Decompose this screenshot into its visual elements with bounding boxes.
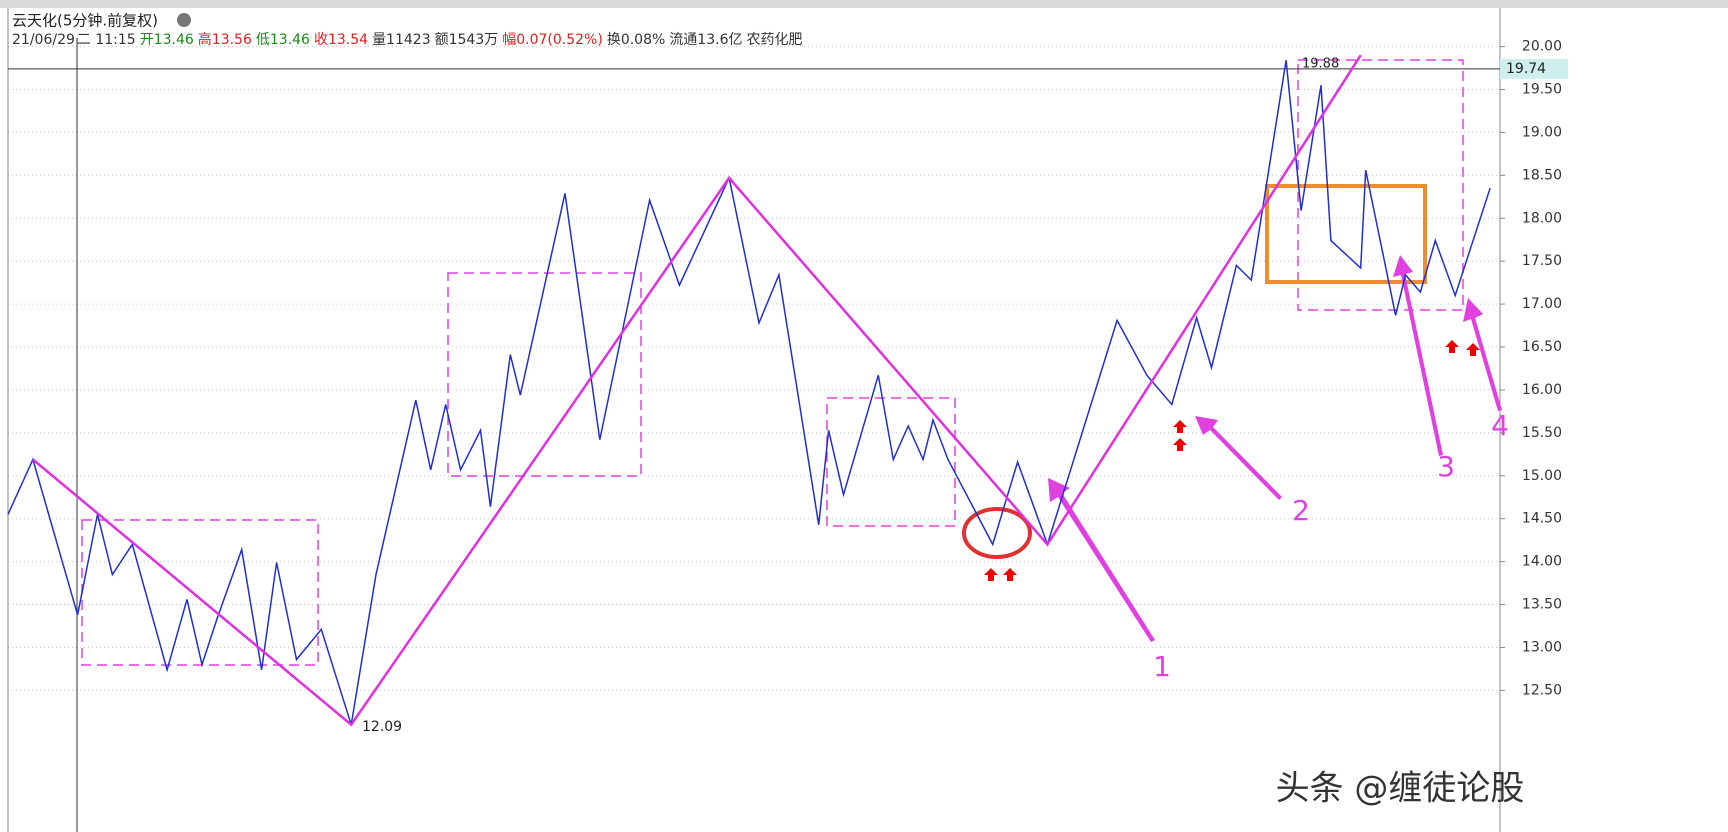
y-tick-label: 16.50 xyxy=(1522,339,1562,355)
y-tick-label: 17.00 xyxy=(1522,296,1562,312)
orange-box xyxy=(1265,184,1427,284)
y-tick-label: 12.50 xyxy=(1522,682,1562,698)
y-tick-label: 20.00 xyxy=(1522,39,1562,55)
annotation: 4 xyxy=(1491,409,1509,442)
info-item: 收13.54 xyxy=(314,32,368,48)
info-item: 农药化肥 xyxy=(746,32,802,48)
menu-icon[interactable] xyxy=(177,13,191,27)
info-item: 换0.08% xyxy=(607,31,665,48)
y-tick-label: 19.00 xyxy=(1522,124,1562,140)
info-item: 高13.56 xyxy=(198,31,252,48)
y-tick-label: 14.00 xyxy=(1522,554,1562,570)
annotation: 3 xyxy=(1437,450,1455,483)
pivot-boxes xyxy=(81,59,1464,666)
pointer-arrows xyxy=(1048,255,1502,642)
high-label: 19.88 xyxy=(1302,57,1339,72)
tab-bar xyxy=(0,0,1728,8)
info-item: 额1543万 xyxy=(435,32,499,48)
y-tick-label: 15.00 xyxy=(1522,468,1562,484)
y-tick-label: 13.00 xyxy=(1522,639,1562,655)
y-tick-label: 17.50 xyxy=(1522,253,1562,269)
annotation: 1 xyxy=(1153,650,1171,683)
info-line: 21/06/29 二 11:15 开13.46 高13.56 低13.46 收13.54 量… xyxy=(12,31,802,48)
title: 云天化(5分钟.前复权) xyxy=(12,12,158,30)
info-item: 量11423 xyxy=(372,32,431,48)
circle xyxy=(962,507,1032,559)
y-tick-label: 14.50 xyxy=(1522,511,1562,527)
series-line xyxy=(32,54,1362,727)
last-price-label: 19.74 xyxy=(1506,61,1546,77)
y-tick-label: 15.50 xyxy=(1522,425,1562,441)
red-arrows xyxy=(984,340,1480,581)
y-tick-label: 18.00 xyxy=(1522,210,1562,226)
last-price-box xyxy=(1500,58,1568,79)
annotation: 2 xyxy=(1292,494,1310,527)
low-label: 12.09 xyxy=(362,719,402,735)
info-item: 流通13.6亿 xyxy=(669,32,742,48)
series-line xyxy=(7,60,1491,725)
info-item: 二 11:15 xyxy=(77,32,136,48)
info-item: 21/06/29 xyxy=(12,32,75,48)
watermark: 头条 @缠徒论股 xyxy=(1276,769,1525,809)
info-item: 开13.46 xyxy=(140,32,194,48)
info-item: 幅0.07(0.52%) xyxy=(502,32,603,48)
info-item: 低13.46 xyxy=(256,32,310,48)
y-tick-label: 13.50 xyxy=(1522,597,1562,613)
y-tick-label: 16.00 xyxy=(1522,382,1562,398)
y-tick-label: 18.50 xyxy=(1522,167,1562,183)
y-tick-label: 19.50 xyxy=(1522,82,1562,98)
